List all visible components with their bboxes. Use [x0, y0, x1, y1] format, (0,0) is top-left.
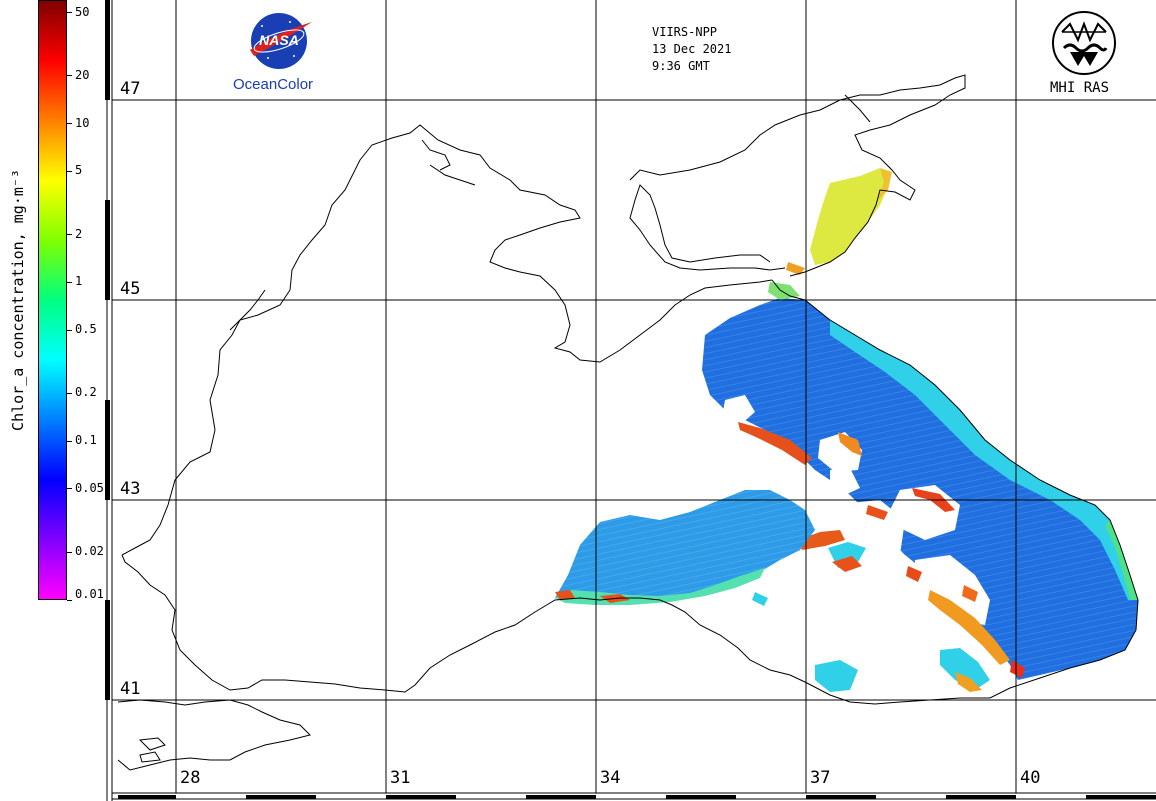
bottom-axis: [112, 792, 1156, 800]
colorbar-tick-label: 0.02: [75, 544, 104, 559]
colorbar-tick-mark: [67, 123, 72, 125]
colorbar-tick-label: 0.2: [75, 385, 97, 400]
nasa-logo-mark: NASA: [259, 32, 299, 48]
left-axis: [105, 0, 113, 801]
colorbar-tick-label: 0.5: [75, 322, 97, 337]
colorbar: [38, 0, 67, 600]
colorbar-tick-mark: [67, 234, 72, 236]
colorbar-tick-label: 10: [75, 115, 90, 130]
lon-label-40: 40: [1020, 768, 1041, 788]
lat-label-43: 43: [120, 479, 141, 499]
colorbar-tick-label: 20: [75, 67, 90, 82]
colorbar-tick-mark: [67, 12, 72, 14]
colorbar-tick-label: 2: [75, 226, 83, 241]
colorbar-tick-label: 50: [75, 4, 90, 19]
colorbar-tick-mark: [67, 440, 72, 442]
acquisition-time: 9:36 GMT: [652, 59, 710, 73]
colorbar-tick-mark: [67, 488, 72, 490]
oceancolor-label: OceanColor: [233, 76, 314, 93]
colorbar-tick-label: 1: [75, 274, 83, 289]
lon-label-31: 31: [390, 768, 411, 788]
satellite-info: VIIRS-NPP 13 Dec 2021 9:36 GMT: [652, 24, 731, 75]
colorbar-tick-label: 0.1: [75, 433, 97, 448]
colorbar-tick-mark: [67, 551, 72, 553]
lon-label-34: 34: [600, 768, 621, 788]
lat-label-47: 47: [120, 79, 141, 99]
coastline: [117, 74, 1139, 771]
chlorophyll-data-layer: [555, 168, 1138, 692]
colorbar-tick-label: 5: [75, 163, 83, 178]
sensor-name: VIIRS-NPP: [652, 25, 718, 39]
mhi-ras-label: MHI RAS: [1050, 80, 1110, 96]
lon-label-28: 28: [180, 768, 201, 788]
colorbar-tick-label: 0.01: [75, 587, 104, 601]
colorbar-tick-mark: [67, 599, 72, 601]
colorbar-tick-label: 0.05: [75, 480, 104, 495]
acquisition-date: 13 Dec 2021: [652, 42, 732, 56]
colorbar-tick-mark: [67, 281, 72, 283]
nasa-logo: NASA: [250, 13, 312, 69]
colorbar-tick-mark: [67, 392, 72, 394]
colorbar-tick-mark: [67, 75, 72, 77]
lat-label-45: 45: [120, 279, 141, 299]
colorbar-tick-mark: [67, 329, 72, 331]
colorbar-tick-mark: [67, 170, 72, 172]
lat-label-41: 41: [120, 679, 141, 699]
lon-label-37: 37: [810, 768, 831, 788]
graticule: [112, 0, 1156, 793]
mhi-ras-logo: [1052, 11, 1116, 75]
